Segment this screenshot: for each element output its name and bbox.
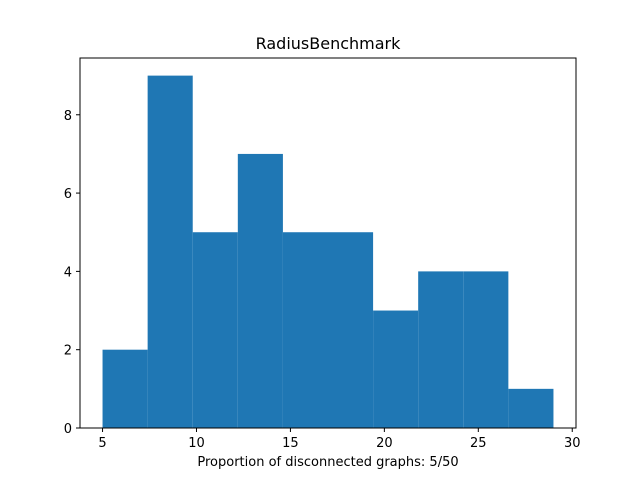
x-tick-label-1: 5 <box>98 436 106 451</box>
y-tick-label-2: 2 <box>64 344 72 359</box>
x-tick-label-4: 20 <box>376 436 393 451</box>
histogram-bar-7 <box>373 310 419 428</box>
x-axis-label: Proportion of disconnected graphs: 5/50 <box>197 455 458 470</box>
histogram-bar-8 <box>418 271 464 428</box>
plot-frame <box>79 57 577 429</box>
y-tick-label-5: 8 <box>64 109 72 124</box>
histogram-bar-3 <box>192 232 238 428</box>
chart-title: RadiusBenchmark <box>256 34 402 53</box>
x-tick-label-5: 25 <box>470 436 487 451</box>
x-tick-label-2: 10 <box>188 436 205 451</box>
x-axis: 5 10 15 20 25 30 <box>98 428 581 451</box>
histogram-bar-4 <box>237 153 283 429</box>
x-tick-label-6: 30 <box>564 436 581 451</box>
histogram-bar-10 <box>508 388 554 428</box>
histogram-bars <box>102 75 554 429</box>
histogram-bar-2 <box>147 75 193 428</box>
y-axis: 0 2 4 6 8 <box>64 109 80 437</box>
y-tick-label-1: 0 <box>64 422 72 437</box>
histogram-bar-9 <box>463 271 509 428</box>
y-tick-label-3: 4 <box>64 265 72 280</box>
histogram-bar-6 <box>328 232 374 428</box>
histogram-bar-5 <box>282 232 328 428</box>
x-tick-label-3: 15 <box>282 436 299 451</box>
histogram-bar-1 <box>102 349 148 428</box>
y-tick-label-4: 6 <box>64 187 72 202</box>
